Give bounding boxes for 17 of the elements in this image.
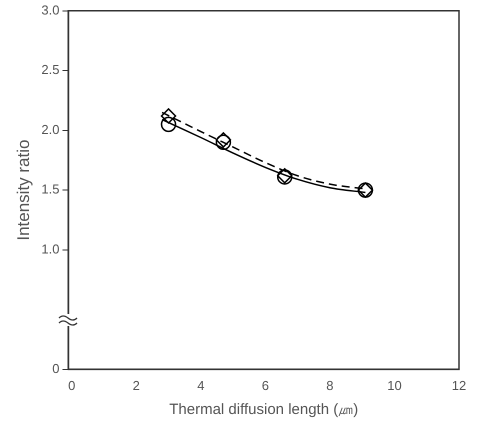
x-tick-label: 0 — [68, 378, 76, 393]
x-tick-label: 12 — [452, 378, 466, 393]
y-tick-label: 0 — [52, 360, 60, 376]
x-tick-label: 8 — [326, 378, 334, 393]
point — [160, 116, 176, 132]
y-tick-label: 1.5 — [41, 182, 60, 197]
x-tick-label: 2 — [132, 378, 140, 393]
y-axis-title: Intensity ratio — [14, 140, 33, 241]
y-tick-label: 1.0 — [41, 241, 60, 256]
x-tick-label: 6 — [262, 378, 269, 393]
y-tick-label: 2.0 — [41, 122, 60, 137]
y-tick-label: 3.0 — [41, 2, 60, 18]
point — [160, 108, 176, 124]
y-tick-label: 2.5 — [41, 62, 60, 78]
x-axis-title: Thermal diffusion length (㎛) — [169, 401, 358, 418]
x-tick-label: 4 — [197, 378, 204, 393]
x-tick-label: 10 — [387, 378, 402, 393]
